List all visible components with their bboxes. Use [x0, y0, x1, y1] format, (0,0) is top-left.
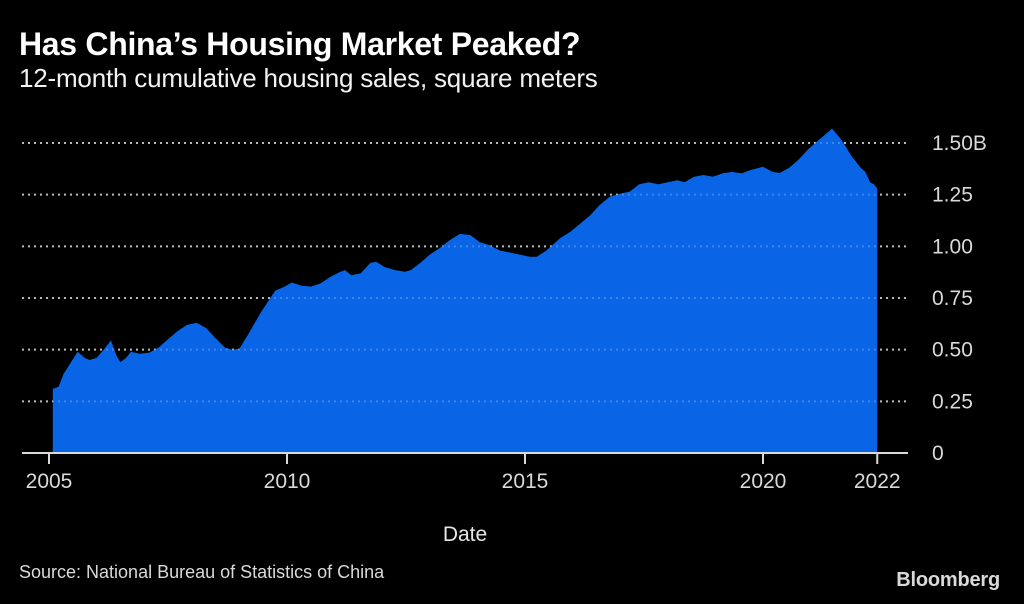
- y-tick-label: 0.25: [932, 390, 973, 413]
- y-tick-label: 1.25: [932, 184, 973, 207]
- x-tick-label: 2015: [502, 470, 549, 493]
- x-tick-label: 2010: [264, 470, 311, 493]
- x-tick-label: 2022: [854, 470, 901, 493]
- page-subtitle: 12-month cumulative housing sales, squar…: [19, 63, 598, 93]
- y-tick-label: 1.00: [932, 235, 973, 258]
- bloomberg-logo: Bloomberg: [896, 569, 1000, 591]
- y-tick-label: 0: [932, 442, 944, 465]
- page-title: Has China’s Housing Market Peaked?: [19, 26, 581, 62]
- y-tick-label: 0.75: [932, 287, 973, 310]
- y-tick-label: 0.50: [932, 339, 973, 362]
- y-tick-label: 1.50B: [932, 132, 987, 155]
- x-tick-label: 2005: [26, 470, 73, 493]
- source-text: Source: National Bureau of Statistics of…: [19, 562, 385, 582]
- x-tick-label: 2020: [740, 470, 787, 493]
- area-series: [52, 128, 878, 453]
- x-axis-title: Date: [442, 523, 488, 546]
